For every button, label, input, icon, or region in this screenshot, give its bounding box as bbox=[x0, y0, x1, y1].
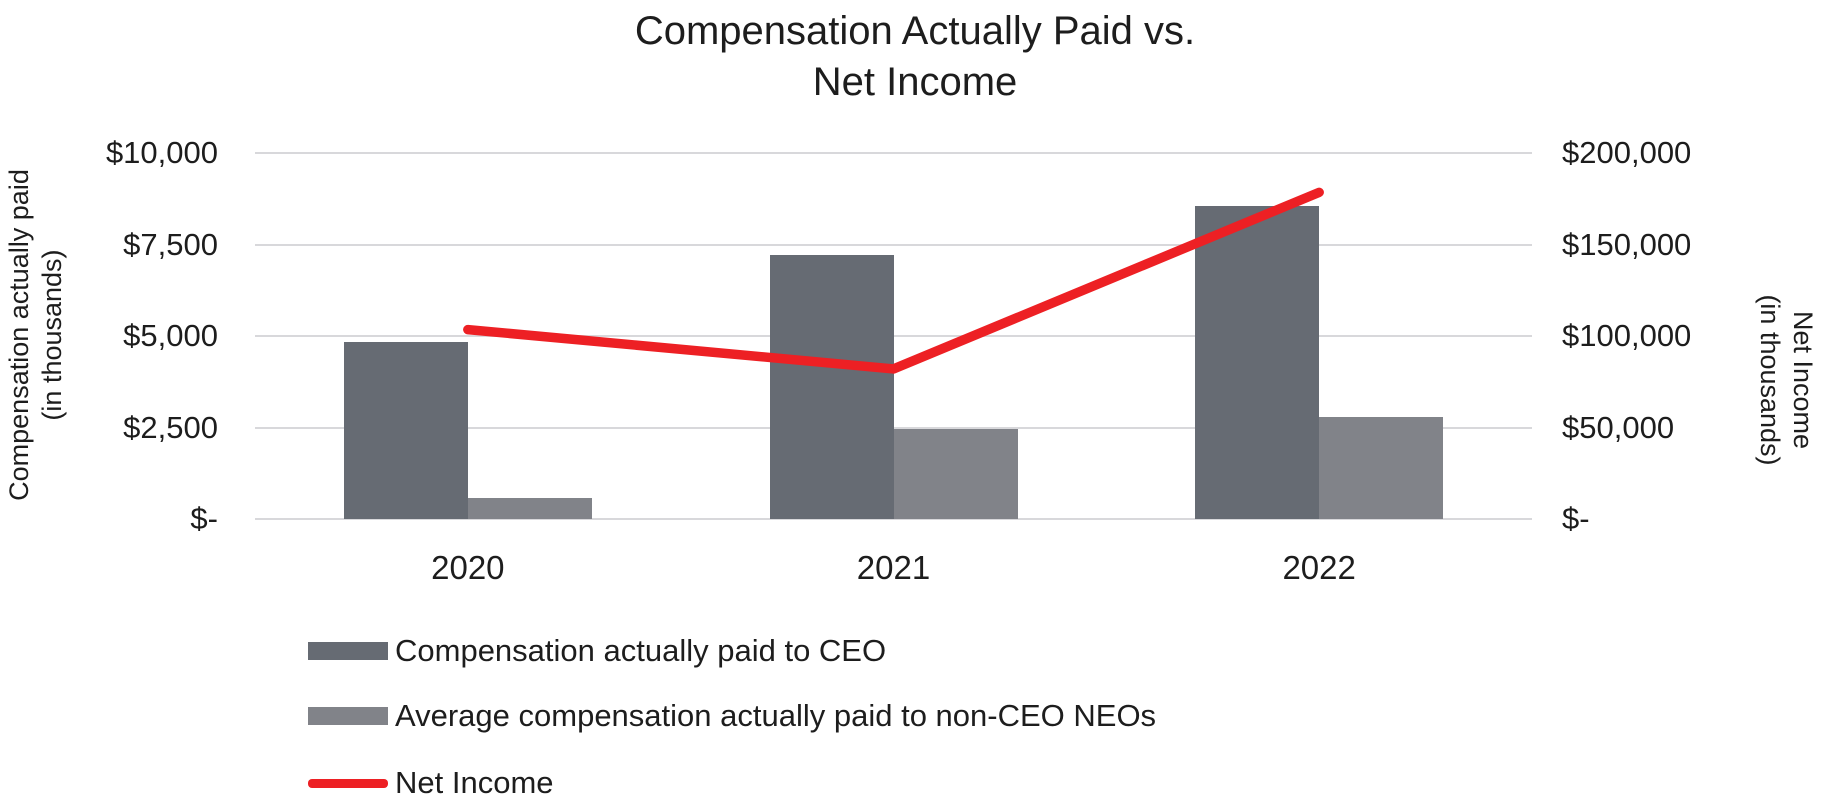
right-axis-tick-3: $50,000 bbox=[1562, 409, 1675, 445]
x-axis-label-2022: 2022 bbox=[1282, 549, 1356, 586]
left-axis-tick-0: $10,000 bbox=[105, 135, 218, 170]
chart-title-line2: Net Income bbox=[812, 60, 1018, 104]
left-axis-tick-4: $- bbox=[190, 501, 218, 536]
bar-non-ceo-2020 bbox=[467, 498, 592, 519]
x-axis-label-2021: 2021 bbox=[856, 549, 931, 586]
bar-non-ceo-2022 bbox=[1319, 416, 1444, 519]
right-axis-tick-2: $100,000 bbox=[1562, 318, 1692, 353]
legend-label-net-income: Net Income bbox=[395, 765, 554, 800]
net-income-line-svg bbox=[463, 187, 1324, 374]
gridline bbox=[255, 152, 1532, 154]
gridline bbox=[255, 243, 1532, 246]
bar-ceo-2020 bbox=[343, 341, 468, 519]
legend-label-ceo: Compensation actually paid to CEO bbox=[395, 633, 887, 668]
legend-label-non-ceo: Average compensation actually paid to no… bbox=[395, 698, 1157, 733]
bar-ceo-2021 bbox=[769, 255, 894, 519]
right-axis-title: Net Income (in thousands) bbox=[1744, 70, 1823, 690]
right-axis-title-line2: (in thousands) bbox=[1755, 294, 1785, 466]
right-axis-tick-4: $- bbox=[1562, 501, 1590, 536]
chart-title: Compensation Actually Paid vs. Net Incom… bbox=[270, 6, 1560, 108]
legend-swatch-non-ceo bbox=[308, 707, 388, 725]
gridline bbox=[255, 335, 1532, 337]
legend-swatch-net-income bbox=[308, 778, 388, 788]
left-axis-tick-1: $7,500 bbox=[123, 226, 218, 262]
bar-ceo-2022 bbox=[1195, 206, 1320, 519]
legend-swatch-ceo bbox=[308, 642, 388, 660]
gridline bbox=[255, 518, 1532, 520]
bar-non-ceo-2021 bbox=[893, 429, 1018, 519]
left-axis-tick-2: $5,000 bbox=[123, 318, 218, 353]
net-income-line bbox=[463, 187, 1324, 374]
left-axis-tick-3: $2,500 bbox=[123, 409, 218, 445]
right-axis-tick-0: $200,000 bbox=[1562, 135, 1692, 170]
right-axis-title-line1: Net Income bbox=[1788, 310, 1818, 450]
gridline bbox=[255, 426, 1532, 429]
x-axis-label-2020: 2020 bbox=[431, 549, 505, 586]
plot-area bbox=[255, 152, 1532, 520]
chart-title-line1: Compensation Actually Paid vs. bbox=[634, 9, 1196, 53]
right-axis-tick-1: $150,000 bbox=[1562, 226, 1692, 262]
